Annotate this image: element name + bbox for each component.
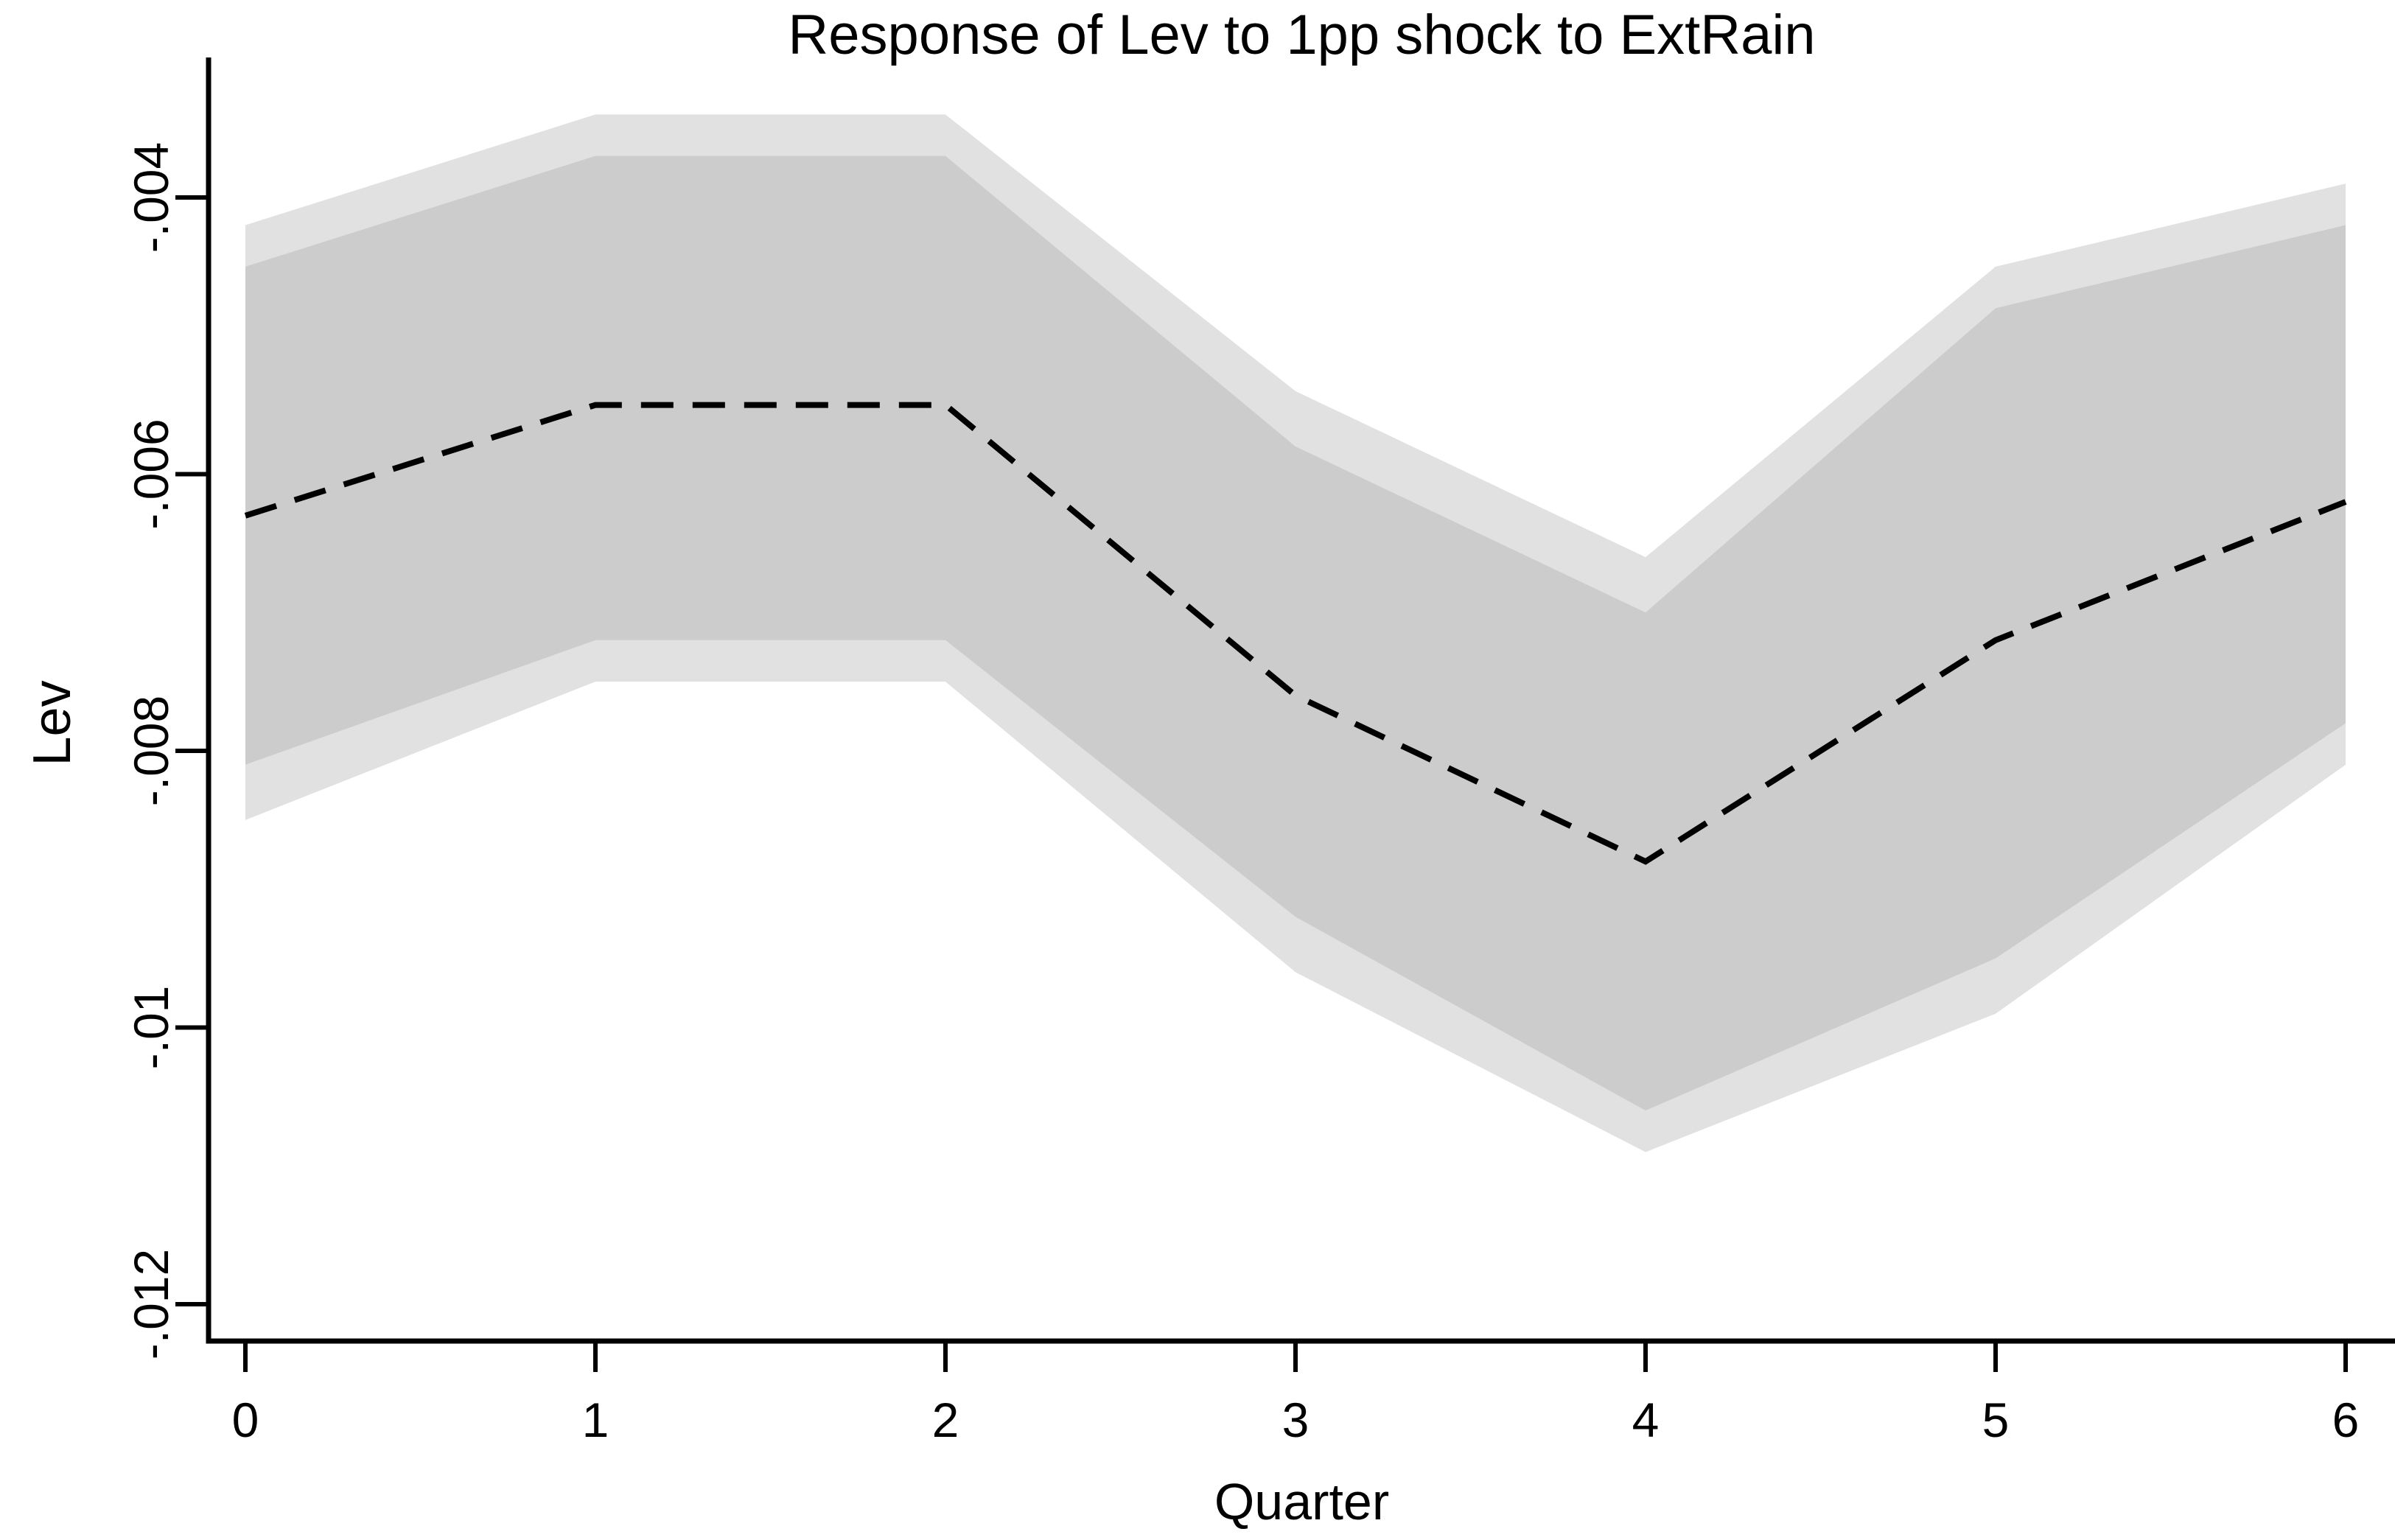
x-tick-label: 6 bbox=[2332, 1393, 2360, 1447]
y-tick-label: -.01 bbox=[124, 986, 178, 1070]
chart-title: Response of Lev to 1pp shock to ExtRain bbox=[788, 4, 1815, 66]
y-tick-label: -.004 bbox=[124, 142, 178, 253]
x-tick-label: 5 bbox=[1982, 1393, 2010, 1447]
x-tick-label: 3 bbox=[1282, 1393, 1310, 1447]
y-axis-title: Lev bbox=[23, 680, 82, 766]
x-tick-label: 1 bbox=[582, 1393, 609, 1447]
irf-dashed-line bbox=[244, 402, 2347, 865]
x-tick-label: 4 bbox=[1632, 1393, 1660, 1447]
x-tick-label: 2 bbox=[932, 1393, 959, 1447]
x-tick-label: 0 bbox=[232, 1393, 259, 1447]
y-tick-label: -.008 bbox=[124, 696, 178, 806]
x-axis-title: Quarter bbox=[1214, 1473, 1389, 1530]
confidence-band-inner bbox=[245, 155, 2346, 1111]
y-tick-label: -.012 bbox=[124, 1249, 178, 1359]
y-tick-label: -.006 bbox=[124, 419, 178, 529]
